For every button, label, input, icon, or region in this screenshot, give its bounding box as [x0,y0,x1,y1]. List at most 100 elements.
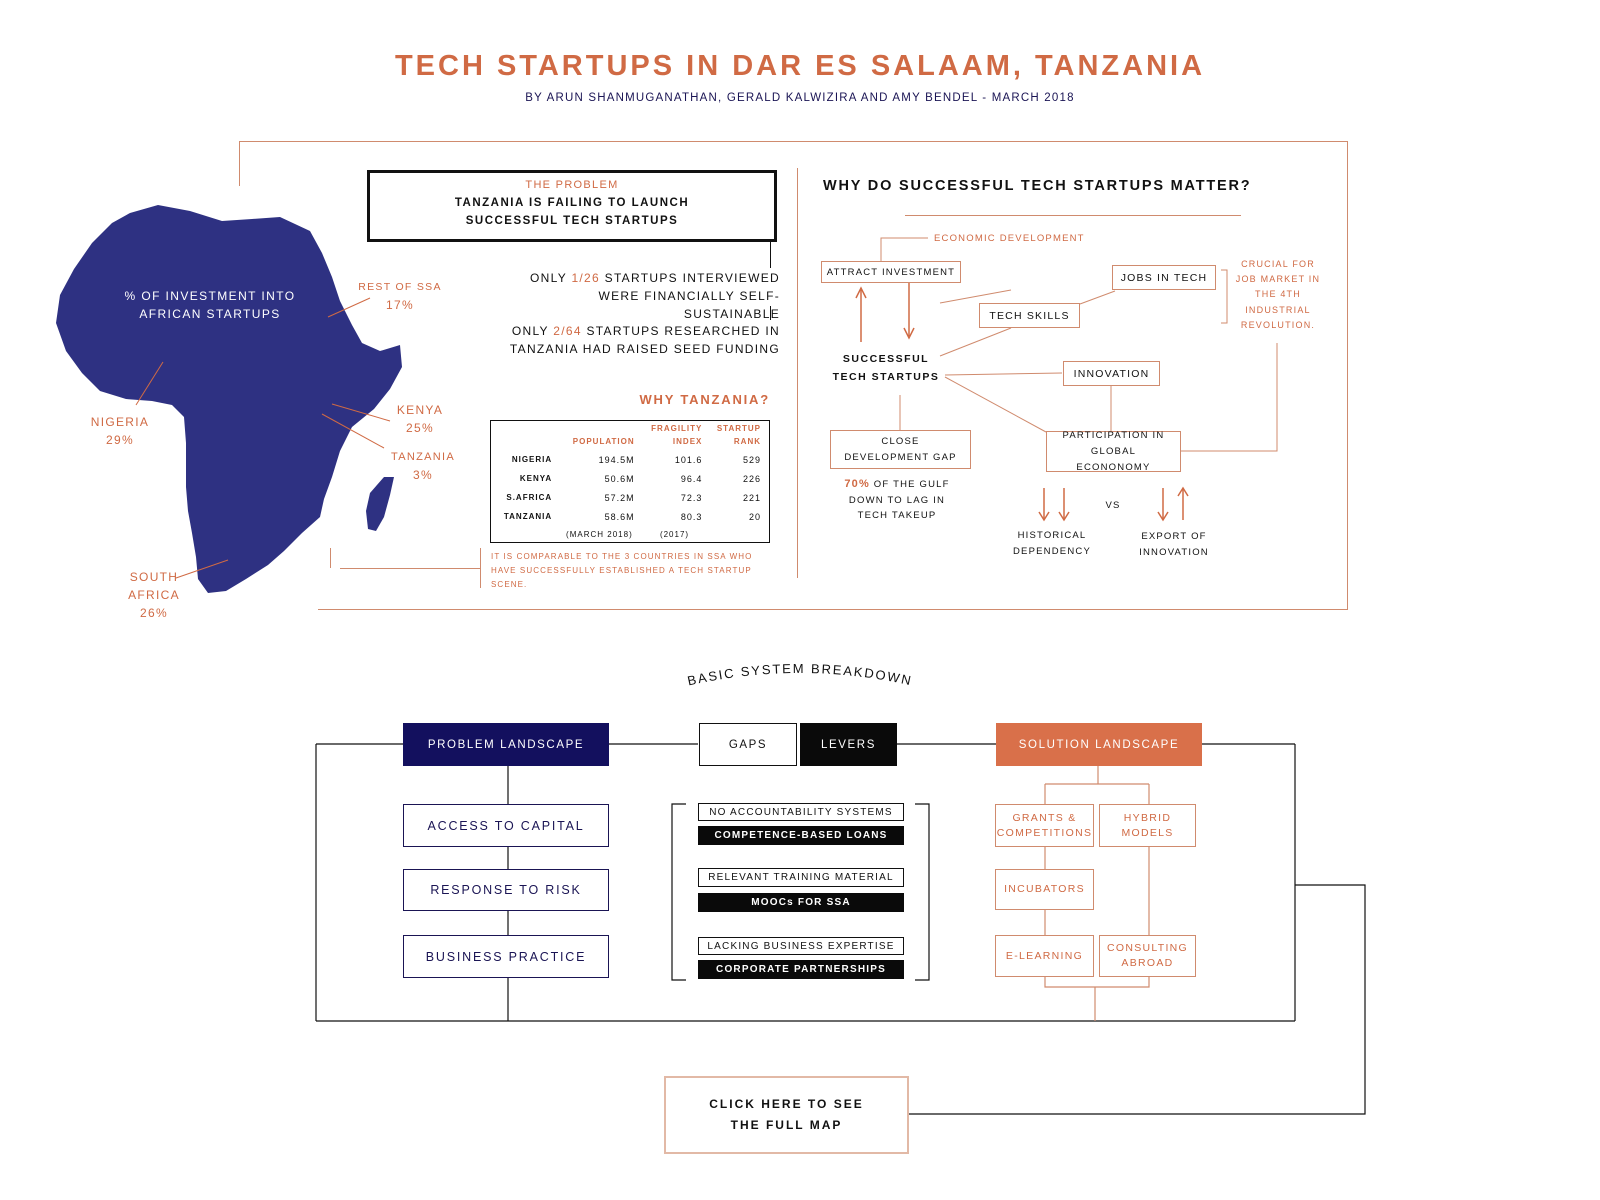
cta-connector [908,884,1366,1115]
node-participation: PARTICIPATION IN GLOBAL ECONONOMY [1046,430,1181,473]
panel-border-right [1347,141,1348,610]
problem-business-practice: BUSINESS PRACTICE [403,935,609,978]
madagascar-shape [366,477,394,531]
why-tanzania-footnote: IT IS COMPARABLE TO THE 3 COUNTRIES IN S… [491,552,753,589]
problem-connector [770,242,771,268]
gaps-bracket-left [671,803,686,981]
map-label-south-africa: SOUTH AFRICA 26% [104,568,204,622]
table-row: KENYA 50.6M 96.4 226 [495,469,767,488]
lever-corporate-partnerships: CORPORATE PARTNERSHIPS [698,960,904,979]
map-label-value: 29% [106,433,134,447]
stat-text: STARTUPS RESEARCHED IN TANZANIA HAD RAIS… [509,324,780,356]
node-successful-startups: SUCCESSFUL TECH STARTUPS [832,353,940,383]
export-arrow-up-head [1177,486,1189,497]
leader-rest-of-ssa [327,297,371,318]
label-economic-development: ECONOMIC DEVELOPMENT [934,233,1085,244]
connector-skills-jobs [1079,290,1116,305]
why-matter-underline [905,215,1241,216]
breakdown-heading: BASIC SYSTEM BREAKDOWN [686,661,912,688]
cell-country: NIGERIA [511,455,553,464]
breakdown-connectors [315,743,1366,1115]
cell-rank: 226 [742,473,761,484]
node-close-development-gap: CLOSE DEVELOPMENT GAP [830,430,971,469]
cell-fragility: 101.6 [674,454,703,465]
solution-incubators: INCUBATORS [995,869,1094,910]
connector-economic [880,237,928,262]
table-note-row: (MARCH 2018) (2017) [495,526,767,544]
solution-grants: GRANTS & COMPETITIONS [995,804,1094,847]
lever-moocs: MOOCs FOR SSA [698,893,904,912]
map-label-tanzania: TANZANIA 3% [373,448,473,484]
africa-map [56,205,402,593]
table-header-row: POPULATION FRAGILITY INDEX STARTUP RANK [495,420,767,450]
node-jobs-in-tech: JOBS IN TECH [1112,265,1216,290]
hist-arrow-2-head [1058,511,1070,522]
stat-seed-funding: ONLY 2/64 STARTUPS RESEARCHED IN TANZANI… [505,322,780,358]
problem-access-to-capital: ACCESS TO CAPITAL [403,804,609,847]
stat-text: ONLY [530,271,572,285]
map-label-value: 17% [386,298,414,312]
cell-population: 50.6M [604,473,635,484]
stat-text: STARTUPS INTERVIEWED WERE FINANCIALLY SE… [598,271,780,321]
page-subtitle: BY ARUN SHANMUGANATHAN, GERALD KALWIZIRA… [525,92,1075,104]
hist-arrow-1-head [1038,511,1050,522]
why-tanzania-heading: WHY TANZANIA? [639,392,770,407]
problem-heading: THE PROBLEM [525,179,619,191]
lever-competence-loans: COMPETENCE-BASED LOANS [698,826,904,845]
map-label-name: REST OF SSA [358,281,442,293]
node-tech-skills: TECH SKILLS [979,303,1080,328]
solution-join [1044,977,1150,988]
col-startup-rank: STARTUP RANK [716,424,761,446]
gap-training-material: RELEVANT TRAINING MATERIAL [698,868,904,887]
map-label-value: 26% [140,606,168,620]
full-map-button[interactable]: CLICK HERE TO SEE THE FULL MAP [664,1076,909,1154]
header-levers: LEVERS [800,723,897,766]
table-row: S.AFRICA 57.2M 72.3 221 [495,488,767,507]
cell-population: 58.6M [604,511,635,522]
solution-consulting: CONSULTING ABROAD [1099,935,1196,977]
leader-south-africa [175,559,229,579]
label-historical-dependency: HISTORICAL DEPENDENCY [1013,530,1091,557]
export-arrow-down-head [1157,511,1169,522]
connector-startups-participation [944,376,1047,433]
leader-tanzania [321,413,385,449]
footnote-bracket [480,548,481,588]
solution-elearning: E-LEARNING [995,935,1094,977]
map-leader-lines [135,297,391,579]
problem-statement: TANZANIA IS FAILING TO LAUNCH SUCCESSFUL… [454,197,690,227]
panel-border-top [239,141,1348,142]
arrow-down-head [903,327,915,340]
stat-highlight: 1/26 [571,271,600,285]
map-center-label: % OF INVESTMENT INTO AFRICAN STARTUPS [124,289,296,321]
map-label-value: 25% [406,421,434,435]
problem-response-to-risk: RESPONSE TO RISK [403,869,609,911]
header-gaps: GAPS [699,723,797,766]
map-label-nigeria: NIGERIA 29% [70,413,170,449]
why-tanzania-table-frame [490,420,770,543]
gulf-stat-highlight: 70% [844,478,870,490]
footnote-leader-up [330,548,331,568]
panel-border-bottom [318,609,1348,610]
gulf-stat: 70% OF THE GULF DOWN TO LAG IN TECH TAKE… [836,477,958,524]
map-label-name: TANZANIA [391,451,455,463]
table-row: NIGERIA 194.5M 101.6 529 [495,450,767,469]
leader-nigeria [135,361,164,406]
cell-country: KENYA [519,474,553,483]
leader-kenya [331,403,391,422]
header-solution-landscape: SOLUTION LANDSCAPE [996,723,1202,766]
page-title: TECH STARTUPS IN DAR ES SALAAM, TANZANIA [394,50,1206,82]
col-fragility: FRAGILITY INDEX [651,424,703,446]
cell-population: 57.2M [604,492,635,503]
cell-fragility: 72.3 [680,492,703,503]
gaps-bracket-right [915,803,930,981]
label-export-of-innovation: EXPORT OF INNOVATION [1139,531,1209,558]
map-label-rest-of-ssa: REST OF SSA 17% [340,278,460,314]
cell-population: 194.5M [598,454,635,465]
stat-connector [770,306,771,320]
panel-divider [797,168,798,578]
footnote-leader [340,568,480,569]
node-attract-investment: ATTRACT INVESTMENT [821,261,961,283]
bracket-jobs [1221,269,1228,324]
map-label-name: KENYA [396,403,444,417]
connector-investment-skills [939,289,1012,304]
